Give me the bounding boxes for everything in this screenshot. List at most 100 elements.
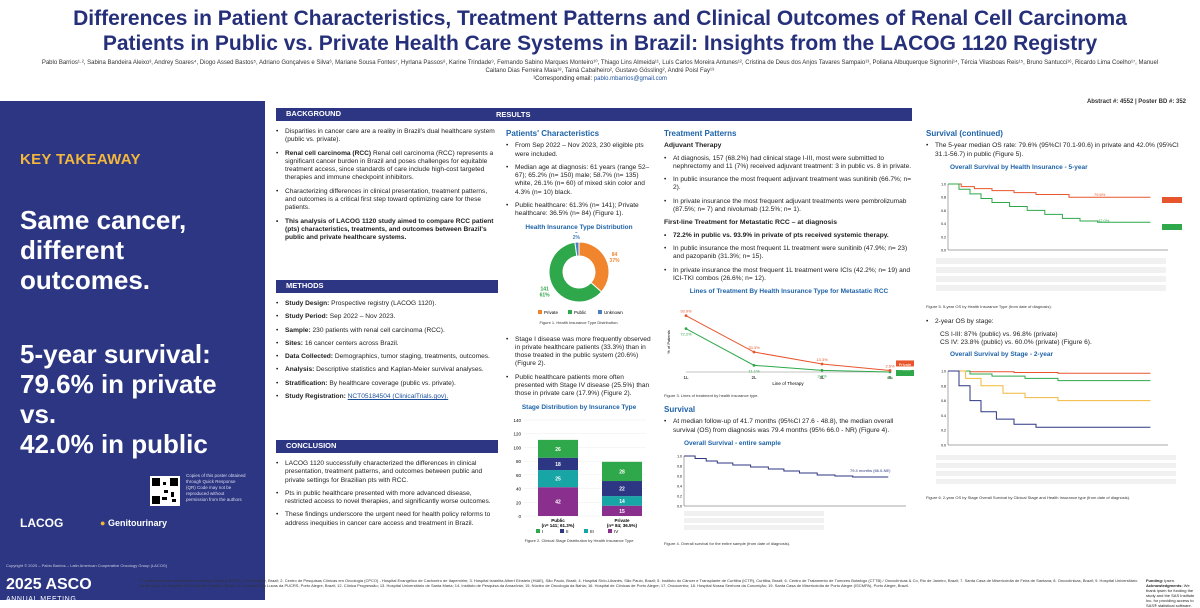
figure2-title: Stage Distribution by Insurance Type [521, 403, 637, 411]
figure1-title: Health Insurance Type Distribution [525, 223, 633, 231]
asco-logo: 2025 ASCO ANNUAL MEETING [6, 576, 92, 604]
legend-swatch [536, 528, 540, 533]
list-item: Public healthcare: 61.3% (n= 141); Priva… [506, 202, 652, 219]
survival-continued-column: Survival (continued) The 5-year median O… [926, 128, 1192, 503]
legend-box [896, 370, 914, 377]
abstract-id: Abstract #: 4552 | Poster BD #: 352 [1086, 99, 1186, 105]
pie-label: 141 [540, 286, 549, 292]
table-row [936, 470, 1176, 476]
methods-list: Study Design: Prospective registry (LACO… [276, 300, 498, 402]
y-tick: 0.2 [941, 235, 946, 239]
corresponding-email: ¹Corresponding email: pablo.mbarrios@gma… [533, 76, 667, 82]
legend-swatch [598, 309, 602, 314]
table-row [936, 478, 1176, 484]
list-item: From Sep 2022 – Nov 2023, 230 eligible p… [506, 142, 652, 159]
median-os-label: 79.4 months (66.0-NE) [850, 468, 891, 473]
y-tick: 0.4 [677, 485, 682, 489]
figure3-caption: Figure 3. Lines of treatment by health i… [664, 392, 759, 398]
conclusion-list: LACOG 1120 successfully characterized th… [276, 460, 498, 528]
bar-stage-ii [538, 457, 578, 470]
table-row [684, 518, 824, 524]
y-tick: 120 [513, 432, 521, 437]
y-tick: 0.2 [677, 495, 682, 499]
table-row [936, 267, 1166, 274]
km-curve-stage-i-iii-public [948, 370, 1151, 382]
bar-stage-iv [538, 487, 578, 516]
affiliations-footer: 1. Latin American Cooperative Oncology G… [140, 578, 1138, 589]
data-label: 72.2% [680, 332, 692, 337]
bar-value: 28 [619, 469, 625, 475]
y-tick: 60 [516, 473, 522, 478]
pie-pct: 37% [610, 258, 621, 264]
stage-survival-lines: CS I-III: 87% (public) vs. 96.8% (privat… [926, 331, 1192, 348]
lacog-logo: LACOG [20, 516, 64, 530]
data-label: 93.9% [680, 309, 692, 314]
email-link[interactable]: pablo.mbarrios@gmail.com [593, 76, 667, 82]
qr-code[interactable] [150, 476, 180, 506]
y-tick: 0.2 [941, 429, 946, 433]
legend-label: I [542, 529, 543, 534]
y-tick: 0.4 [941, 222, 946, 226]
y-tick: 1.0 [677, 455, 682, 459]
key-takeaway-panel: KEY TAKEAWAY Same cancer, different outc… [0, 101, 265, 603]
list-item: Renal cell carcinoma (RCC) Renal cell ca… [276, 150, 498, 183]
legend-label: III [590, 529, 594, 534]
survival-by-stage-km: 0.0 0.2 0.4 0.6 0.8 1.0 [936, 369, 1176, 484]
y-axis-label: % of Patients [666, 331, 671, 355]
table-row [936, 454, 1176, 460]
data-point [752, 351, 756, 354]
legend-label: Unknown [604, 310, 623, 315]
qr-caption: Copies of this poster obtained through Q… [186, 473, 246, 502]
table-row [684, 525, 824, 531]
km-curve-all [684, 455, 889, 478]
km-curve-private [948, 183, 1151, 198]
pie-slice-private [578, 241, 610, 293]
legend-label: Private [544, 310, 559, 315]
list-item: At diagnosis, 157 (68.2%) had clinical s… [664, 155, 914, 172]
list-item: Stage I disease was more frequently obse… [506, 336, 652, 369]
data-label: 13.3% [816, 357, 828, 362]
bar-value: 14 [619, 499, 625, 505]
method-item: Study Design: Prospective registry (LACO… [276, 300, 498, 309]
pie-pct: 61% [540, 292, 551, 298]
x-tick: Private [614, 518, 630, 523]
intro-column: BACKGROUND Disparities in cancer care ar… [276, 108, 498, 248]
takeaway-statement: Same cancer, different outcomes. [20, 205, 187, 295]
patients-column: Patients' Characteristics From Sep 2022 … [506, 128, 652, 546]
x-tick: 3L [819, 375, 825, 380]
author-list: Pablo Barrios¹·², Sabina Bandeira Aleixo… [41, 60, 1159, 74]
list-item: In private insurance the most frequent a… [664, 198, 914, 215]
gu-dot-icon: ● [100, 518, 106, 528]
y-tick: 0.6 [941, 399, 946, 403]
series-line-public [685, 328, 891, 373]
results-heading-bar: RESULTS [486, 108, 912, 121]
legend-label: II [566, 529, 569, 534]
funding-note: Funding: Ipsen. Acknowledgments: We thank… [1146, 578, 1195, 608]
method-item: Sample: 230 patients with renal cell car… [276, 327, 498, 336]
legend-label: Public [574, 310, 587, 315]
km-curve-stage-iv-private [948, 370, 1151, 402]
legend-private [1162, 197, 1182, 204]
list-item: 2-year OS by stage: [926, 318, 1192, 327]
stage-line: CS IV: 23.8% (public) vs. 60.0% (private… [940, 339, 1092, 347]
table-row [936, 462, 1176, 468]
method-item: Stratification: By healthcare coverage (… [276, 380, 498, 389]
list-item: Public healthcare patients more often pr… [506, 374, 652, 399]
y-tick: 0.4 [941, 414, 946, 418]
legend-swatch [568, 309, 572, 314]
survival-by-insurance-km: 0.0 0.2 0.4 0.6 0.8 1.0 79.6% 42.0% [936, 183, 1182, 292]
legend-label: Private [899, 362, 912, 367]
figure2-caption: Figure 2. Clinical Stage Distribution by… [524, 538, 634, 544]
stage-bar-chart: 0 20 40 60 80 100 120 140 42 25 18 26 Public(n= 141;… [513, 418, 646, 534]
legend-box [896, 360, 914, 367]
x-tick: 4L [887, 375, 893, 380]
bar-stage-iii [538, 469, 578, 488]
bar-value: 18 [555, 462, 561, 468]
figure3-title: Lines of Treatment By Health Insurance T… [689, 288, 889, 296]
data-point [752, 364, 756, 368]
methods-heading: METHODS [276, 280, 498, 293]
data-label: 11.1% [748, 369, 759, 374]
bar-stage-i [602, 461, 642, 481]
legend-swatch [584, 528, 588, 533]
x-tick: Public [551, 518, 565, 523]
